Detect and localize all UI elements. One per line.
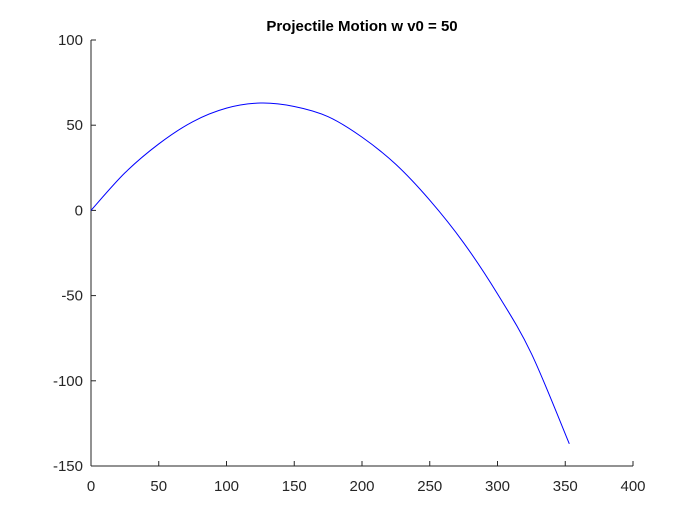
y-tick-label: -150 — [53, 458, 83, 475]
series-group — [90, 102, 570, 445]
x-tick-label: 100 — [214, 478, 239, 495]
x-tick-label: 200 — [349, 478, 374, 495]
chart-title: Projectile Motion w v0 = 50 — [266, 18, 457, 35]
x-tick-label: 350 — [553, 478, 578, 495]
y-tick-label: -100 — [53, 373, 83, 390]
x-tick-label: 300 — [485, 478, 510, 495]
trajectory-line — [90, 102, 570, 445]
y-tick-label: 50 — [66, 117, 83, 134]
y-tick-label: 0 — [75, 202, 83, 219]
x-tick-label: 250 — [417, 478, 442, 495]
x-tick-label: 50 — [150, 478, 167, 495]
y-tick-label: -50 — [61, 288, 83, 305]
tick-marks — [90, 39, 634, 467]
y-tick-label: 100 — [58, 32, 83, 49]
x-tick-label: 0 — [87, 478, 95, 495]
axes — [90, 40, 633, 467]
x-tick-label: 150 — [282, 478, 307, 495]
tick-labels: 0 50 100 150 200 250 300 350 400 -150 -100 -50 0 50 10… — [53, 32, 646, 495]
x-tick-label: 400 — [620, 478, 645, 495]
